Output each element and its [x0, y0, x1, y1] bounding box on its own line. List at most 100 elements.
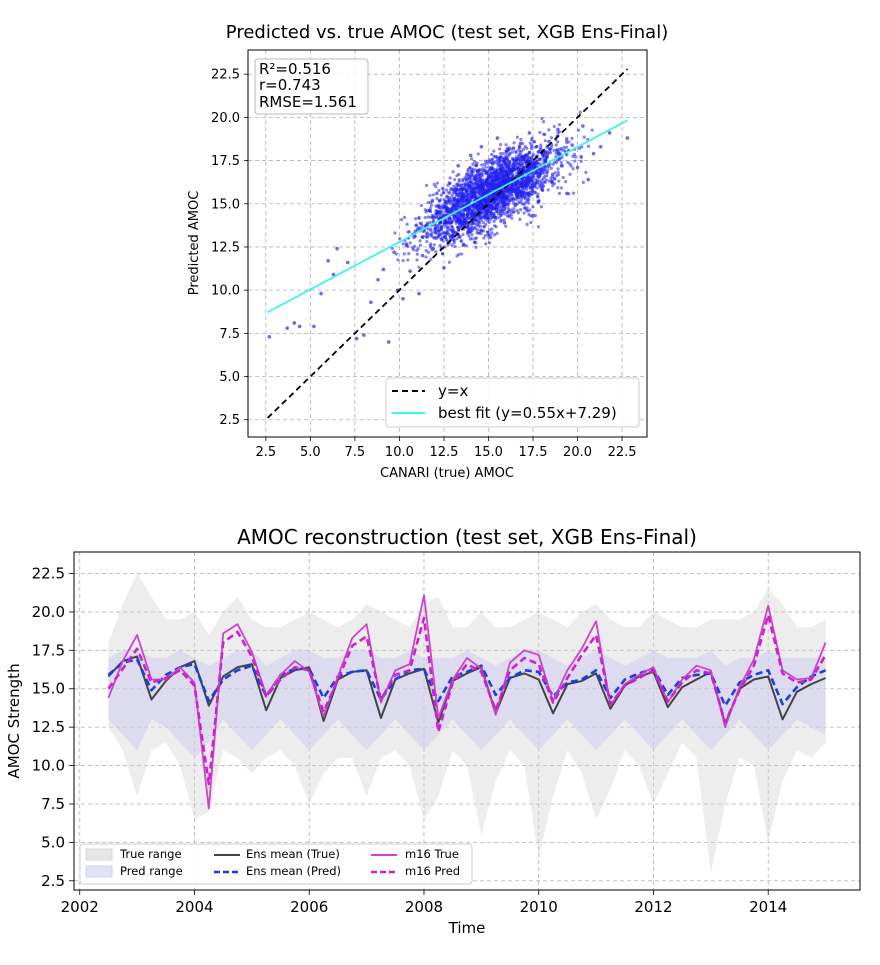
scatter-point	[542, 153, 546, 157]
scatter-point	[475, 223, 479, 227]
scatter-point	[453, 191, 457, 195]
scatter-point	[542, 132, 546, 136]
scatter-point	[439, 225, 444, 229]
scatter-point	[484, 197, 488, 202]
m16-pred-line	[107, 613, 827, 786]
scatter-point	[450, 243, 454, 247]
scatter-point	[519, 198, 523, 202]
scatter-point	[486, 202, 490, 206]
scatter-point	[501, 161, 506, 165]
scatter-point	[457, 235, 462, 240]
scatter-point	[556, 140, 560, 144]
scatter-point	[438, 243, 442, 248]
scatter-point	[492, 233, 497, 237]
scatter-point	[483, 169, 487, 173]
scatter-point	[490, 231, 494, 235]
scatter-point	[525, 222, 529, 226]
scatter-point	[472, 212, 476, 216]
scatter-point	[406, 244, 410, 249]
scatter-point	[480, 188, 484, 192]
scatter-point	[399, 218, 404, 222]
scatter-point	[544, 150, 548, 154]
scatter-points	[267, 110, 630, 344]
scatter-point	[444, 188, 449, 192]
legend-m16-pred: m16 Pred	[405, 864, 460, 878]
scatter-point	[452, 184, 456, 188]
scatter-point	[500, 218, 504, 222]
scatter-point	[552, 182, 557, 186]
scatter-point	[464, 191, 468, 195]
scatter-point	[509, 147, 513, 151]
scatter-point	[393, 231, 397, 235]
scatter-point	[432, 243, 436, 247]
scatter-point	[568, 172, 572, 176]
scatter-point	[519, 190, 523, 194]
scatter-point	[434, 204, 438, 208]
scatter-point	[498, 147, 502, 151]
scatter-point	[492, 211, 496, 216]
scatter-point	[516, 196, 521, 200]
scatter-point	[526, 178, 531, 183]
scatter-point	[541, 156, 545, 160]
scatter-point	[538, 130, 542, 135]
scatter-point	[451, 170, 455, 174]
scatter-point	[474, 185, 478, 190]
scatter-point	[516, 193, 520, 198]
scatter-point	[504, 160, 508, 164]
scatter-point	[517, 185, 521, 189]
scatter-x-axis-label: CANARI (true) AMOC	[380, 466, 514, 481]
scatter-point	[396, 258, 400, 262]
scatter-point	[579, 159, 583, 164]
scatter-point	[501, 209, 505, 214]
timeseries-y-axis-label: AMOC Strength	[5, 663, 23, 778]
scatter-point	[573, 159, 577, 163]
scatter-point	[437, 234, 441, 238]
scatter-point	[459, 214, 463, 218]
scatter-point	[429, 245, 433, 250]
scatter-point	[361, 333, 366, 337]
scatter-point	[498, 201, 503, 205]
scatter-point	[568, 162, 572, 166]
scatter-point	[565, 141, 569, 145]
scatter-point	[440, 228, 444, 232]
scatter-point	[459, 183, 463, 187]
scatter-point	[390, 246, 394, 250]
scatter-point	[369, 300, 373, 305]
scatter-point	[529, 146, 534, 151]
scatter-point	[518, 159, 523, 163]
scatter-point	[440, 251, 445, 256]
scatter-point	[509, 192, 513, 197]
scatter-point	[508, 171, 512, 175]
legend-best-fit: best fit (y=0.55x+7.29)	[438, 404, 617, 422]
scatter-point	[421, 235, 425, 239]
scatter-point	[479, 180, 483, 185]
scatter-point	[514, 150, 518, 155]
scatter-point	[499, 142, 503, 147]
scatter-point	[335, 246, 339, 251]
scatter-point	[456, 163, 460, 168]
scatter-point	[536, 195, 540, 199]
scatter-x-tick-label: 20.0	[563, 445, 592, 460]
scatter-point	[465, 188, 469, 192]
scatter-point	[541, 188, 545, 193]
scatter-point	[424, 249, 428, 253]
scatter-point	[505, 196, 509, 200]
scatter-point	[516, 156, 520, 160]
scatter-point	[447, 260, 452, 264]
scatter-point	[545, 171, 549, 175]
timeseries-y-tick-label: 22.5	[32, 565, 65, 583]
scatter-point	[398, 236, 402, 241]
scatter-point	[552, 124, 556, 129]
scatter-point	[431, 199, 435, 203]
scatter-point	[524, 158, 528, 162]
scatter-point	[435, 196, 439, 201]
scatter-point	[453, 244, 457, 249]
timeseries-y-tick-label: 15.0	[32, 680, 65, 698]
scatter-point	[505, 187, 509, 191]
scatter-point	[466, 229, 470, 233]
scatter-point	[376, 277, 380, 282]
scatter-point	[492, 219, 496, 224]
scatter-point	[474, 173, 479, 178]
scatter-point	[547, 147, 551, 151]
